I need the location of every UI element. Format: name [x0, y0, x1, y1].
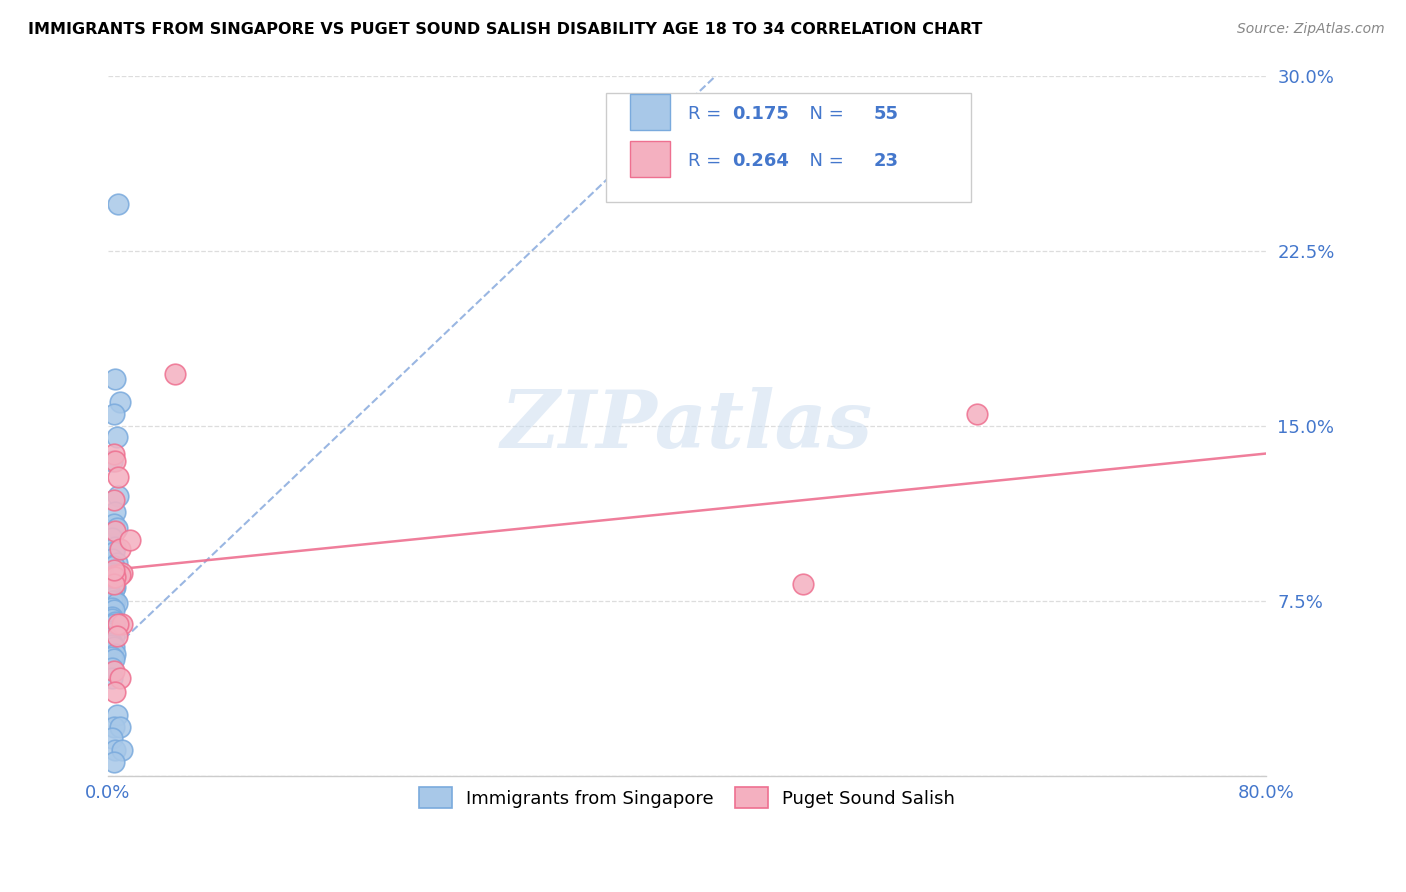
- Point: [103, 628, 125, 642]
- Point: [104, 684, 127, 698]
- Point: [104, 540, 127, 554]
- Point: [103, 493, 125, 508]
- Text: N =: N =: [799, 152, 849, 169]
- Point: [105, 430, 128, 444]
- Text: R =: R =: [689, 152, 727, 169]
- Text: IMMIGRANTS FROM SINGAPORE VS PUGET SOUND SALISH DISABILITY AGE 18 TO 34 CORRELAT: IMMIGRANTS FROM SINGAPORE VS PUGET SOUND…: [28, 22, 983, 37]
- Point: [104, 743, 127, 757]
- Point: [105, 556, 128, 570]
- Point: [966, 407, 988, 421]
- Point: [108, 395, 131, 409]
- Legend: Immigrants from Singapore, Puget Sound Salish: Immigrants from Singapore, Puget Sound S…: [412, 780, 962, 815]
- Point: [107, 616, 129, 631]
- Point: [104, 372, 127, 386]
- Text: N =: N =: [799, 105, 849, 123]
- Point: [103, 652, 125, 666]
- Point: [104, 647, 127, 661]
- Point: [101, 574, 124, 589]
- Point: [111, 566, 134, 580]
- Point: [101, 635, 124, 649]
- Text: 0.175: 0.175: [733, 105, 789, 123]
- Point: [101, 453, 124, 467]
- Point: [101, 661, 124, 675]
- Text: 55: 55: [873, 105, 898, 123]
- FancyBboxPatch shape: [630, 94, 669, 130]
- Point: [108, 671, 131, 685]
- Point: [101, 582, 124, 596]
- Point: [101, 570, 124, 584]
- FancyBboxPatch shape: [606, 93, 972, 202]
- Point: [105, 521, 128, 535]
- Point: [103, 719, 125, 733]
- Point: [108, 542, 131, 557]
- Point: [101, 593, 124, 607]
- Point: [104, 570, 127, 584]
- Point: [111, 616, 134, 631]
- Point: [101, 731, 124, 746]
- Point: [103, 570, 125, 584]
- Text: 23: 23: [873, 152, 898, 169]
- Point: [103, 603, 125, 617]
- Point: [101, 566, 124, 580]
- Point: [118, 533, 141, 547]
- Point: [104, 453, 127, 467]
- Point: [101, 600, 124, 615]
- Point: [107, 470, 129, 484]
- Point: [103, 544, 125, 558]
- Point: [107, 197, 129, 211]
- Point: [108, 567, 131, 582]
- Text: Source: ZipAtlas.com: Source: ZipAtlas.com: [1237, 22, 1385, 37]
- Point: [105, 707, 128, 722]
- FancyBboxPatch shape: [630, 141, 669, 178]
- Point: [101, 671, 124, 685]
- Point: [101, 567, 124, 582]
- Text: ZIPatlas: ZIPatlas: [501, 387, 873, 464]
- Point: [101, 624, 124, 638]
- Point: [163, 367, 186, 381]
- Point: [792, 577, 814, 591]
- Point: [103, 593, 125, 607]
- Point: [103, 664, 125, 678]
- Point: [103, 516, 125, 531]
- Point: [103, 755, 125, 769]
- Point: [104, 615, 127, 629]
- Point: [104, 580, 127, 594]
- Point: [103, 407, 125, 421]
- Point: [101, 612, 124, 626]
- Point: [105, 628, 128, 642]
- Point: [103, 577, 125, 591]
- Point: [101, 551, 124, 566]
- Point: [103, 616, 125, 631]
- Point: [108, 719, 131, 733]
- Point: [101, 589, 124, 603]
- Point: [104, 505, 127, 519]
- Point: [107, 489, 129, 503]
- Text: 0.264: 0.264: [733, 152, 789, 169]
- Point: [104, 593, 127, 607]
- Point: [101, 591, 124, 606]
- Point: [101, 531, 124, 545]
- Point: [101, 638, 124, 652]
- Point: [104, 524, 127, 538]
- Point: [103, 446, 125, 460]
- Point: [103, 563, 125, 577]
- Point: [103, 558, 125, 573]
- Point: [101, 610, 124, 624]
- Point: [105, 596, 128, 610]
- Point: [103, 582, 125, 596]
- Point: [104, 567, 127, 582]
- Text: R =: R =: [689, 105, 727, 123]
- Point: [103, 570, 125, 584]
- Point: [103, 640, 125, 655]
- Point: [111, 743, 134, 757]
- Point: [103, 577, 125, 591]
- Point: [101, 649, 124, 664]
- Point: [101, 626, 124, 640]
